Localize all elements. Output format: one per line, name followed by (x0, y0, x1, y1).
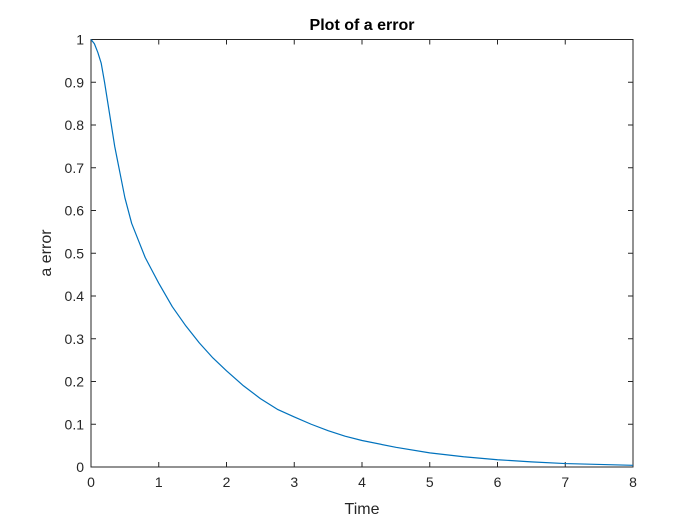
y-tick-label: 0.9 (65, 74, 85, 90)
chart-title: Plot of a error (310, 17, 415, 34)
y-tick-label: 0.2 (65, 374, 85, 390)
y-tick-label: 0.6 (65, 203, 85, 219)
y-tick-label: 0.3 (65, 331, 85, 347)
x-tick-label: 6 (494, 474, 502, 490)
series-line-0 (90, 39, 634, 466)
axes-box (90, 39, 634, 468)
x-tick-label: 3 (290, 474, 298, 490)
y-tick-label: 0 (76, 459, 84, 475)
y-axis-label: a error (38, 229, 55, 277)
y-tick-label: 0.4 (65, 288, 85, 304)
y-tick-label: 0.8 (65, 117, 85, 133)
x-axis-label: Time (345, 501, 380, 518)
x-tick-label: 4 (358, 474, 366, 490)
x-tick-label: 8 (629, 474, 637, 490)
y-tick-label: 0.5 (65, 245, 85, 261)
x-tick-label: 7 (561, 474, 569, 490)
y-tick-label: 1 (76, 32, 84, 48)
x-ticks: 0 1 2 3 4 5 6 7 8 (87, 39, 637, 490)
y-tick-label: 0.1 (65, 416, 85, 432)
y-tick-label: 0.7 (65, 160, 85, 176)
x-tick-label: 5 (426, 474, 434, 490)
x-tick-label: 2 (223, 474, 231, 490)
x-tick-label: 0 (87, 474, 95, 490)
series-group (90, 39, 634, 466)
x-tick-label: 1 (155, 474, 163, 490)
y-ticks: 0 0.1 0.2 0.3 0.4 0.5 0.6 0.7 0.8 0.9 1 (65, 32, 633, 475)
